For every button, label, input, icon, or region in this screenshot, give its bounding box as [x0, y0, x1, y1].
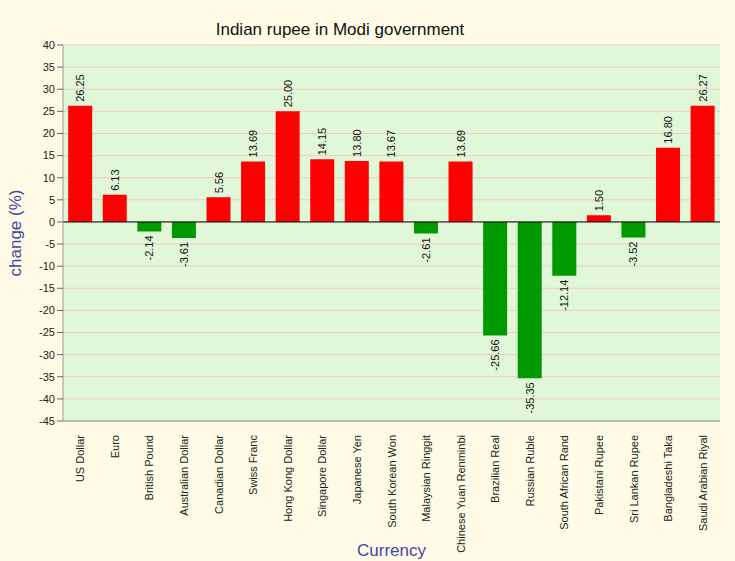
- svg-text:-3.52: -3.52: [627, 242, 639, 267]
- svg-text:40: 40: [43, 39, 55, 51]
- svg-text:Saudi Arabian Riyal: Saudi Arabian Riyal: [697, 435, 709, 531]
- svg-text:Pakistani Rupee: Pakistani Rupee: [593, 435, 605, 515]
- svg-text:-35: -35: [39, 371, 55, 383]
- svg-text:14.15: 14.15: [316, 128, 328, 156]
- svg-text:1.50: 1.50: [593, 190, 605, 211]
- svg-text:10: 10: [43, 172, 55, 184]
- svg-text:Brazilian Real: Brazilian Real: [489, 435, 501, 503]
- svg-text:26.25: 26.25: [74, 74, 86, 102]
- svg-text:Russian Ruble: Russian Ruble: [524, 435, 536, 507]
- svg-text:13.69: 13.69: [455, 130, 467, 158]
- svg-text:6.13: 6.13: [109, 169, 121, 190]
- svg-text:Chinese Yuan Renminbi: Chinese Yuan Renminbi: [455, 435, 467, 553]
- svg-text:25: 25: [43, 105, 55, 117]
- svg-text:35: 35: [43, 61, 55, 73]
- svg-text:-3.61: -3.61: [178, 242, 190, 267]
- svg-text:South African Rand: South African Rand: [558, 435, 570, 530]
- svg-text:26.27: 26.27: [697, 74, 709, 102]
- svg-text:-20: -20: [39, 304, 55, 316]
- svg-text:-30: -30: [39, 349, 55, 361]
- svg-text:Canadian Dollar: Canadian Dollar: [213, 435, 225, 514]
- svg-text:Euro: Euro: [109, 435, 121, 458]
- svg-text:-40: -40: [39, 393, 55, 405]
- svg-text:13.80: 13.80: [351, 129, 363, 157]
- html-text:Indian rupee in Modi governmen: Indian rupee in Modi government: [215, 20, 465, 39]
- svg-text:-35.35: -35.35: [524, 382, 536, 413]
- svg-text:-15: -15: [39, 282, 55, 294]
- svg-text:Bangladeshi Taka: Bangladeshi Taka: [662, 434, 674, 522]
- svg-text:South Korean Won: South Korean Won: [386, 435, 398, 528]
- svg-text:-12.14: -12.14: [558, 280, 570, 311]
- svg-text:20: 20: [43, 127, 55, 139]
- svg-text:British Pound: British Pound: [143, 435, 155, 500]
- svg-text:13.67: 13.67: [385, 130, 397, 158]
- svg-text:30: 30: [43, 83, 55, 95]
- svg-text:-45: -45: [39, 415, 55, 427]
- svg-text:-2.14: -2.14: [143, 235, 155, 260]
- svg-text:0: 0: [49, 216, 55, 228]
- svg-text:Hong Kong Dollar: Hong Kong Dollar: [282, 435, 294, 522]
- svg-text:25.00: 25.00: [282, 80, 294, 108]
- svg-text:US Dollar: US Dollar: [74, 435, 86, 482]
- svg-text:change (%): change (%): [8, 190, 25, 277]
- svg-text:Singapore Dollar: Singapore Dollar: [316, 435, 328, 517]
- svg-text:Japanese Yen: Japanese Yen: [351, 435, 363, 504]
- svg-text:-25.66: -25.66: [489, 339, 501, 370]
- svg-text:Swiss Franc: Swiss Franc: [247, 435, 259, 495]
- svg-text:Currency: Currency: [357, 541, 426, 560]
- svg-text:-2.61: -2.61: [420, 237, 432, 262]
- svg-text:-5: -5: [45, 238, 55, 250]
- svg-text:13.69: 13.69: [247, 130, 259, 158]
- svg-text:-10: -10: [39, 260, 55, 272]
- svg-text:5: 5: [49, 194, 55, 206]
- svg-text:15: 15: [43, 149, 55, 161]
- svg-text:-25: -25: [39, 326, 55, 338]
- svg-text:Australian Dollar: Australian Dollar: [178, 435, 190, 516]
- svg-text:16.80: 16.80: [662, 116, 674, 144]
- svg-text:Malaysian Ringgit: Malaysian Ringgit: [420, 435, 432, 522]
- svg-text:Sri Lankan Rupee: Sri Lankan Rupee: [628, 435, 640, 523]
- svg-text:5.56: 5.56: [213, 172, 225, 193]
